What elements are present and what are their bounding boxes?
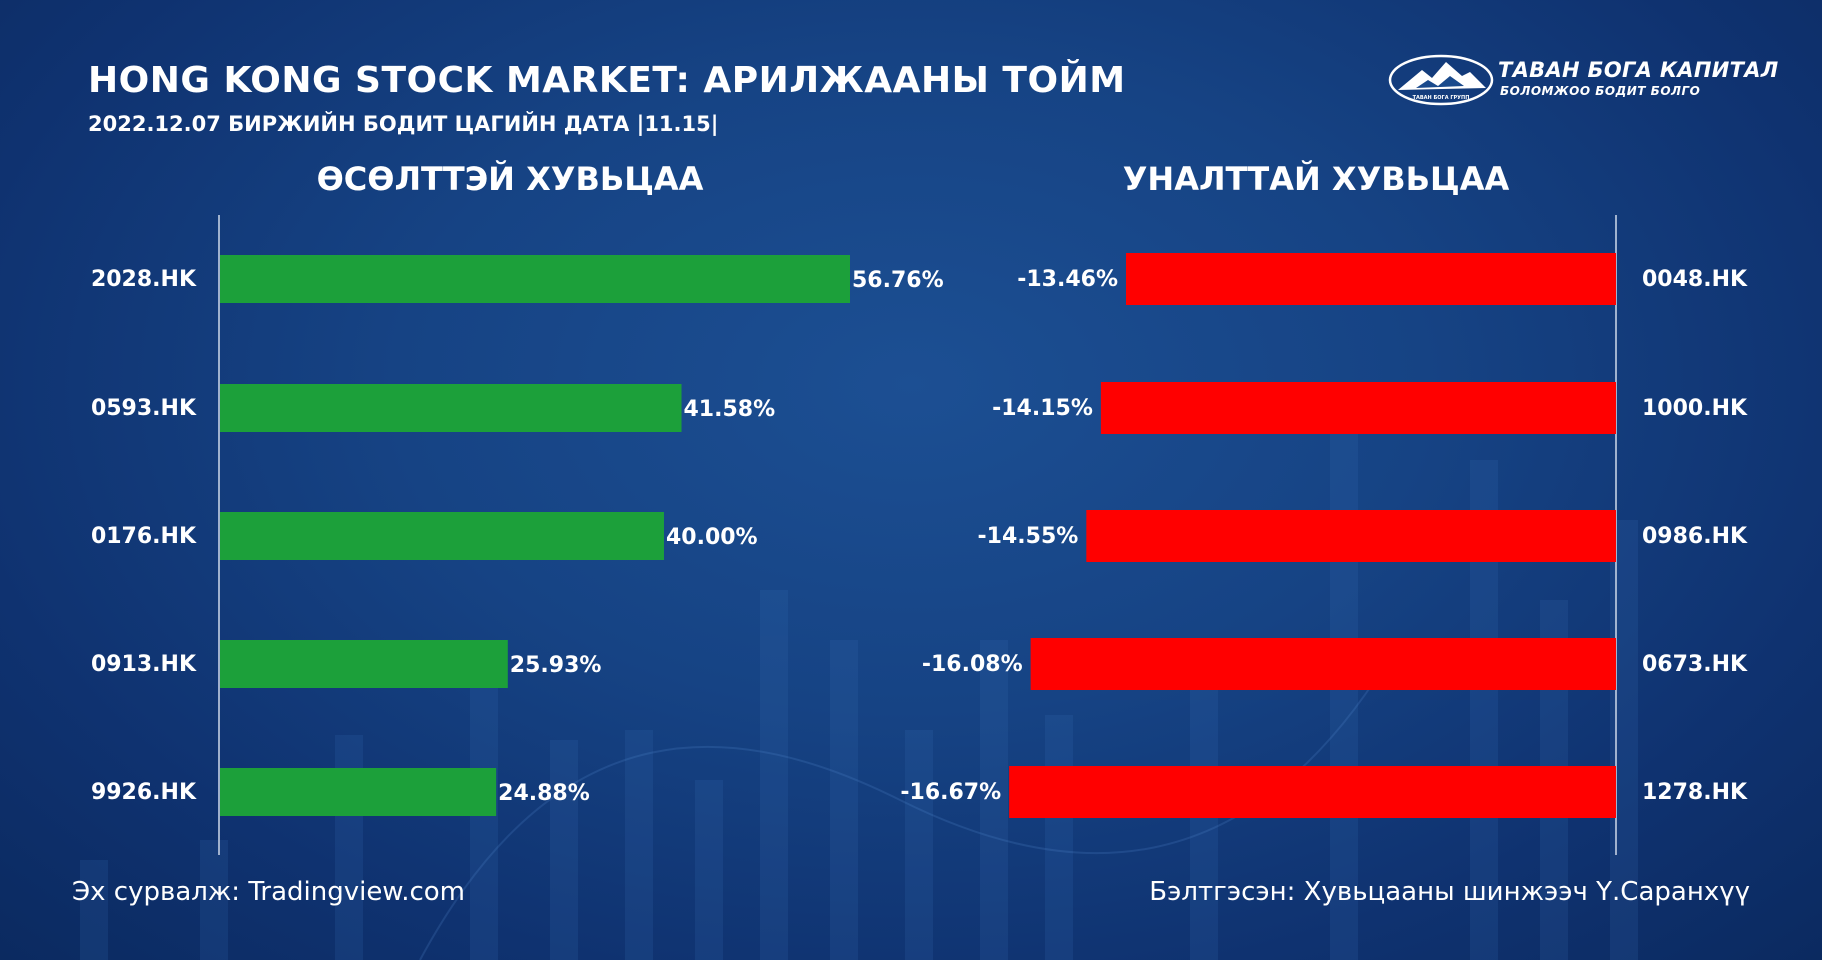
gainers-bar [220,640,508,688]
source-note: Эх сурвалж: Tradingview.com [72,877,465,907]
gainers-category-label: 0176.HK [91,524,197,549]
gainers-category-label: 2028.HK [91,267,197,292]
losers-bar [1030,638,1616,690]
gainers-value-label: 25.93% [510,653,602,678]
logo-emblem-text: ТАВАН БОГА ГРУПП [1413,95,1470,101]
logo-name: ТАВАН БОГА КАПИТАЛ [1498,58,1779,82]
losers-value-label: -14.55% [978,524,1079,549]
gainers-bar [220,512,664,560]
gainers-panel-title: ӨСӨЛТТЭЙ ХУВЬЦАА [316,160,704,198]
losers-bar [1100,382,1616,434]
gainers-bar [220,384,682,432]
logo-slogan: БОЛОМЖОО БОДИТ БОЛГО [1500,84,1701,98]
losers-value-label: -14.15% [992,396,1093,421]
losers-category-label: 0048.HK [1642,267,1748,292]
losers-category-label: 1000.HK [1642,396,1748,421]
mountain-logo-icon: ТАВАН БОГА ГРУПП [1388,54,1494,106]
losers-panel-title: УНАЛТТАЙ ХУВЬЦАА [1122,160,1510,198]
losers-bar [1126,253,1616,305]
losers-value-label: -16.67% [900,780,1001,805]
page-subtitle: 2022.12.07 БИРЖИЙН БОДИТ ЦАГИЙН ДАТА |11… [88,112,719,136]
losers-category-label: 0986.HK [1642,524,1748,549]
losers-bar [1009,766,1616,818]
gainers-bar [220,255,850,303]
losers-category-label: 1278.HK [1642,780,1748,805]
losers-value-label: -16.08% [922,652,1023,677]
page-title: HONG KONG STOCK MARKET: АРИЛЖААНЫ ТОЙМ [88,60,1126,101]
author-note: Бэлтгэсэн: Хувьцааны шинжээч Ү.Саранхүү [1149,877,1750,907]
gainers-category-label: 0913.HK [91,652,197,677]
losers-value-label: -13.46% [1017,267,1118,292]
gainers-value-label: 40.00% [666,525,758,550]
gainers-category-label: 0593.HK [91,396,197,421]
gainers-value-label: 41.58% [684,397,776,422]
company-logo: ТАВАН БОГА ГРУПП ТАВАН БОГА КАПИТАЛ БОЛО… [1388,52,1778,108]
gainers-category-label: 9926.HK [91,780,197,805]
losers-bar [1086,510,1616,562]
gainers-value-label: 56.76% [852,268,944,293]
gainers-bar [220,768,497,816]
losers-category-label: 0673.HK [1642,652,1748,677]
gainers-value-label: 24.88% [498,781,590,806]
